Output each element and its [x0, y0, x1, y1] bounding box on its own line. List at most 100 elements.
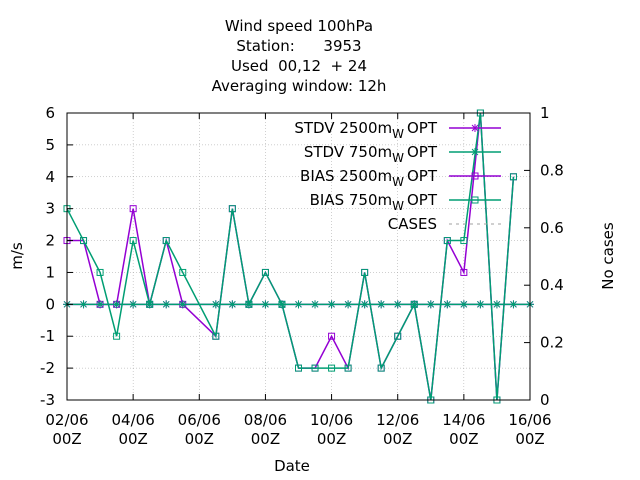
- x-tick-label-time: 00Z: [52, 430, 81, 448]
- data-point: [377, 300, 386, 309]
- y-tick-label: 4: [45, 168, 55, 186]
- y2-axis-label: No cases: [599, 222, 617, 290]
- data-point: [146, 300, 154, 308]
- x-tick-label-time: 00Z: [251, 430, 280, 448]
- x-tick-label: 16/06: [508, 411, 551, 429]
- data-point: [311, 364, 319, 372]
- legend-subscript: W: [392, 127, 404, 141]
- data-point: [393, 300, 402, 309]
- series-line: [67, 112, 515, 401]
- data-point: [295, 364, 302, 372]
- y-tick-label: 0: [45, 295, 55, 313]
- y-tick-label: -1: [40, 327, 55, 345]
- y-tick-label: 1: [45, 263, 55, 281]
- data-point: [162, 300, 171, 309]
- x-tick-label-time: 00Z: [515, 430, 544, 448]
- data-point: [129, 300, 138, 309]
- x-axis-label: Date: [274, 457, 310, 475]
- data-point: [327, 300, 336, 309]
- data-point: [228, 205, 236, 213]
- data-point: [443, 300, 452, 309]
- legend-suffix: OPT: [407, 167, 438, 185]
- data-point: [162, 237, 170, 245]
- data-point: [113, 332, 121, 340]
- legend-marker: [471, 124, 479, 132]
- data-point: [129, 237, 137, 245]
- data-point: [344, 364, 352, 372]
- y-tick-label: -3: [40, 391, 55, 409]
- legend-marker: [471, 172, 479, 180]
- x-tick-label: 04/06: [112, 411, 155, 429]
- y-axis-label: m/s: [8, 242, 26, 270]
- legend-label: STDV 750mW OPT: [304, 143, 438, 165]
- data-point: [460, 237, 468, 245]
- y2-tick-label: 0.4: [540, 276, 564, 294]
- data-point: [294, 300, 303, 309]
- axes: 02/0600Z04/0600Z06/0600Z08/0600Z10/0600Z…: [40, 104, 564, 448]
- y2-tick-label: 1: [540, 104, 550, 122]
- data-point: [443, 237, 451, 245]
- plot-frame: [66, 112, 531, 401]
- grid: [66, 112, 531, 401]
- legend-subscript: W: [392, 151, 404, 165]
- x-tick-label: 14/06: [442, 411, 485, 429]
- data-point: [211, 300, 220, 309]
- data-point: [360, 300, 369, 309]
- data-point: [476, 300, 485, 309]
- legend-subscript: W: [392, 175, 404, 189]
- data-point: [178, 300, 187, 309]
- data-point: [509, 173, 517, 181]
- data-point: [129, 205, 137, 213]
- data-point: [261, 268, 269, 276]
- y2-tick-label: 0.6: [540, 219, 564, 237]
- legend-suffix: OPT: [407, 119, 438, 137]
- legend-label: CASES: [388, 215, 437, 233]
- series-layer: [63, 109, 534, 404]
- data-point: [509, 300, 518, 309]
- legend-series-name: STDV 2500m: [294, 119, 392, 137]
- x-tick-label: 06/06: [178, 411, 221, 429]
- x-tick-label: 08/06: [244, 411, 287, 429]
- y2-tick-label: 0.2: [540, 334, 564, 352]
- data-point: [80, 237, 88, 245]
- data-point: [96, 268, 104, 276]
- legend-label: STDV 2500mW OPT: [294, 119, 438, 141]
- x-tick-label-time: 00Z: [118, 430, 147, 448]
- data-point: [261, 300, 270, 309]
- chart-title: Wind speed 100hPa Station: 3953 Used 00,…: [212, 17, 387, 95]
- data-point: [460, 268, 468, 276]
- title-line-2: Station: 3953: [236, 37, 361, 55]
- data-point: [311, 300, 320, 309]
- legend-series-name: CASES: [388, 215, 437, 233]
- x-tick-label-time: 00Z: [185, 430, 214, 448]
- legend-series-name: STDV 750m: [304, 143, 392, 161]
- x-tick-label: 12/06: [376, 411, 419, 429]
- legend-suffix: OPT: [407, 143, 438, 161]
- data-point: [96, 300, 105, 309]
- data-point: [377, 364, 385, 372]
- data-point: [228, 300, 237, 309]
- series-stdv-750m-star: [63, 300, 534, 309]
- data-point: [426, 300, 435, 309]
- y2-tick-label: 0.8: [540, 161, 564, 179]
- legend-label: BIAS 750mW OPT: [310, 191, 438, 213]
- title-line-4: Averaging window: 12h: [212, 77, 387, 95]
- title-line-3: Used 00,12 + 24: [231, 57, 367, 75]
- legend-suffix: OPT: [407, 191, 438, 209]
- x-tick-label-time: 00Z: [449, 430, 478, 448]
- data-point: [212, 332, 220, 340]
- data-point: [410, 300, 418, 308]
- legend-marker: [471, 148, 479, 156]
- series-bias-750m-square: [63, 109, 517, 404]
- data-point: [344, 300, 353, 309]
- data-point: [278, 300, 286, 308]
- x-tick-label-time: 00Z: [317, 430, 346, 448]
- x-tick-label: 10/06: [310, 411, 353, 429]
- data-point: [328, 364, 336, 372]
- x-tick-label: 02/06: [45, 411, 88, 429]
- y-tick-label: -2: [40, 359, 55, 377]
- data-point: [79, 300, 88, 309]
- data-point: [112, 300, 121, 309]
